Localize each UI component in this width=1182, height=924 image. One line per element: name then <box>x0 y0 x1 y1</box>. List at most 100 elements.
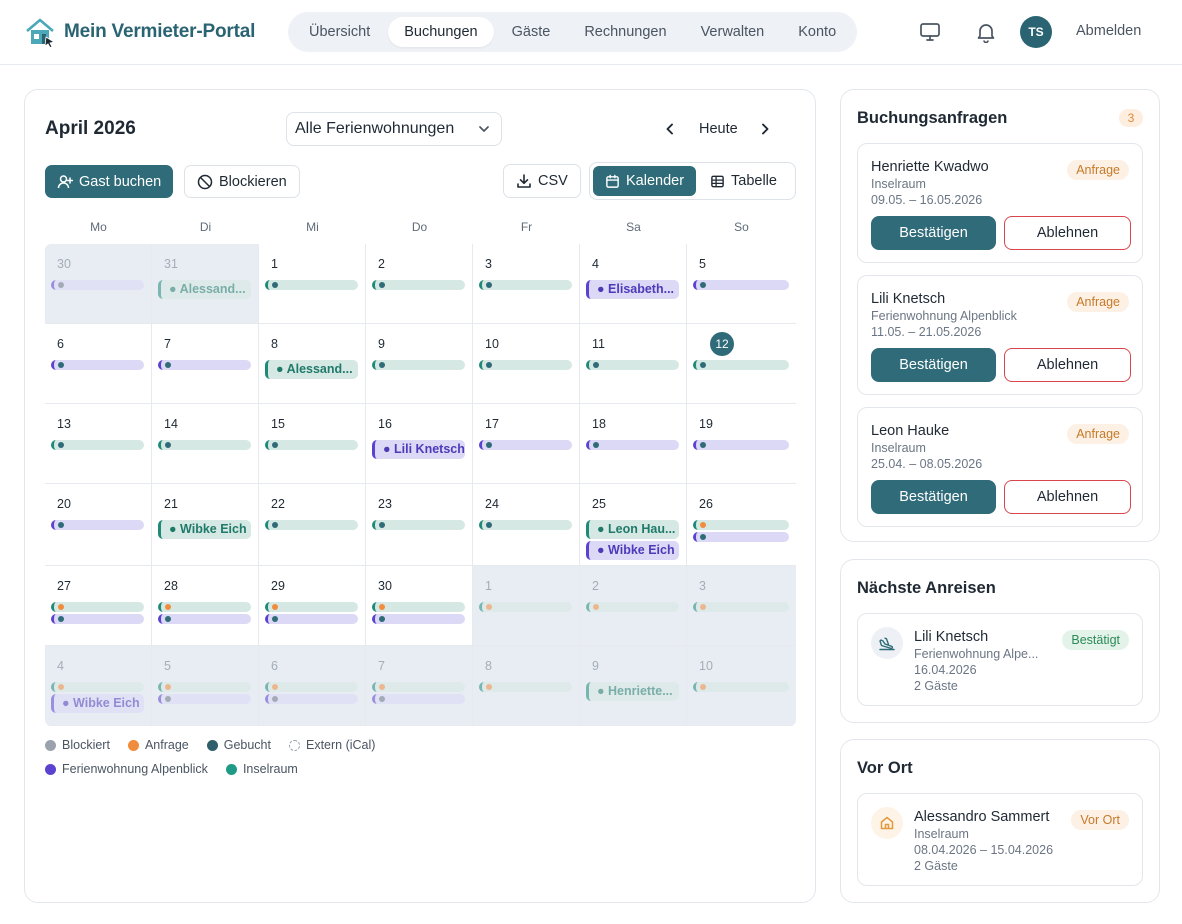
booking-bar[interactable] <box>51 280 144 290</box>
decline-request-button[interactable]: Ablehnen <box>1004 348 1131 382</box>
calendar-day-cell[interactable]: 31 ● Alessand... <box>152 244 259 324</box>
calendar-view-tab[interactable]: Kalender <box>593 166 697 196</box>
calendar-day-cell[interactable]: 6 <box>259 646 366 726</box>
calendar-day-cell[interactable]: 9 <box>366 324 473 404</box>
booking-bar[interactable] <box>479 280 572 290</box>
booking-label[interactable]: ● Alessand... <box>265 360 358 379</box>
booking-bar[interactable] <box>158 440 251 450</box>
property-filter-select[interactable]: Alle Ferienwohnungen <box>286 112 502 146</box>
calendar-day-cell[interactable]: 18 <box>580 404 687 484</box>
booking-bar[interactable] <box>479 520 572 530</box>
booking-bar[interactable] <box>372 694 465 704</box>
confirm-request-button[interactable]: Bestätigen <box>871 216 996 250</box>
booking-bar[interactable] <box>693 440 789 450</box>
calendar-day-cell[interactable]: 20 <box>45 484 152 566</box>
confirm-request-button[interactable]: Bestätigen <box>871 348 996 382</box>
logout-link[interactable]: Abmelden <box>1076 23 1142 39</box>
calendar-day-cell[interactable]: 2 <box>366 244 473 324</box>
booking-bar[interactable] <box>158 602 251 612</box>
bell-icon[interactable] <box>975 21 997 43</box>
booking-label[interactable]: ● Wibke Eich <box>51 694 144 713</box>
booking-label[interactable]: ● Alessand... <box>158 280 251 299</box>
calendar-day-cell[interactable]: 24 <box>473 484 580 566</box>
booking-bar[interactable] <box>265 440 358 450</box>
booking-bar[interactable] <box>693 520 789 530</box>
booking-bar[interactable] <box>372 520 465 530</box>
nav-gaeste[interactable]: Gäste <box>511 24 551 40</box>
booking-request-card[interactable]: Leon Hauke Anfrage Inselraum 25.04. – 08.05… <box>857 407 1143 527</box>
booking-bar[interactable] <box>265 614 358 624</box>
decline-request-button[interactable]: Ablehnen <box>1004 480 1131 514</box>
booking-bar[interactable] <box>158 682 251 692</box>
booking-bar[interactable] <box>372 360 465 370</box>
decline-request-button[interactable]: Ablehnen <box>1004 216 1131 250</box>
calendar-day-cell[interactable]: 10 <box>473 324 580 404</box>
booking-bar[interactable] <box>265 694 358 704</box>
on-site-card[interactable]: Alessandro Sammert Vor Ort Inselraum 08.… <box>857 793 1143 886</box>
nav-konto[interactable]: Konto <box>798 24 837 40</box>
booking-bar[interactable] <box>372 682 465 692</box>
calendar-day-cell[interactable]: 7 <box>152 324 259 404</box>
app-logo[interactable]: Mein Vermieter-Portal <box>24 16 255 48</box>
booking-bar[interactable] <box>265 520 358 530</box>
booking-label[interactable]: ● Leon Hau... <box>586 520 679 539</box>
booking-bar[interactable] <box>372 280 465 290</box>
booking-request-card[interactable]: Henriette Kwadwo Anfrage Inselraum 09.05. –… <box>857 143 1143 263</box>
booking-label[interactable]: ● Elisabeth... <box>586 280 679 299</box>
nav-rechnungen[interactable]: Rechnungen <box>584 24 667 40</box>
calendar-day-cell[interactable]: 11 <box>580 324 687 404</box>
monitor-icon[interactable] <box>919 21 941 43</box>
booking-bar[interactable] <box>158 360 251 370</box>
calendar-day-cell[interactable]: 21 ● Wibke Eich <box>152 484 259 566</box>
booking-bar[interactable] <box>693 360 789 370</box>
booking-bar[interactable] <box>265 602 358 612</box>
booking-label[interactable]: ● Lili Knetsch <box>372 440 465 459</box>
calendar-day-cell[interactable]: 1 <box>473 566 580 646</box>
booking-bar[interactable] <box>479 440 572 450</box>
booking-bar[interactable] <box>479 682 572 692</box>
nav-verwalten[interactable]: Verwalten <box>700 24 765 40</box>
booking-bar[interactable] <box>265 682 358 692</box>
calendar-day-cell[interactable]: 25 ● Leon Hau... ● Wibke Eich <box>580 484 687 566</box>
nav-buchungen[interactable]: Buchungen <box>388 17 494 47</box>
nav-uebersicht[interactable]: Übersicht <box>309 24 371 40</box>
calendar-day-cell[interactable]: 3 <box>473 244 580 324</box>
confirm-request-button[interactable]: Bestätigen <box>871 480 996 514</box>
booking-bar[interactable] <box>372 614 465 624</box>
today-button[interactable]: Heute <box>699 121 738 137</box>
calendar-day-cell[interactable]: 30 <box>366 566 473 646</box>
calendar-day-cell[interactable]: 19 <box>687 404 796 484</box>
calendar-day-cell[interactable]: 23 <box>366 484 473 566</box>
booking-label[interactable]: ● Wibke Eich <box>586 541 679 560</box>
calendar-day-cell[interactable]: 2 <box>580 566 687 646</box>
calendar-day-cell[interactable]: 28 <box>152 566 259 646</box>
booking-request-card[interactable]: Lili Knetsch Anfrage Ferienwohnung Alpenbl… <box>857 275 1143 395</box>
calendar-day-cell[interactable]: 7 <box>366 646 473 726</box>
booking-bar[interactable] <box>586 440 679 450</box>
booking-bar[interactable] <box>51 360 144 370</box>
booking-label[interactable]: ● Wibke Eich <box>158 520 251 539</box>
booking-bar[interactable] <box>372 602 465 612</box>
prev-month-button[interactable] <box>657 116 683 142</box>
calendar-day-cell[interactable]: 15 <box>259 404 366 484</box>
booking-bar[interactable] <box>693 602 789 612</box>
booking-bar[interactable] <box>693 280 789 290</box>
calendar-day-cell[interactable]: 26 <box>687 484 796 566</box>
book-guest-button[interactable]: Gast buchen <box>45 165 174 198</box>
booking-bar[interactable] <box>265 280 358 290</box>
next-month-button[interactable] <box>752 116 778 142</box>
user-avatar[interactable]: TS <box>1020 16 1052 48</box>
booking-bar[interactable] <box>693 682 789 692</box>
calendar-day-cell[interactable]: 4 ● Elisabeth... <box>580 244 687 324</box>
calendar-day-cell[interactable]: 5 <box>687 244 796 324</box>
calendar-day-cell[interactable]: 27 <box>45 566 152 646</box>
calendar-day-cell[interactable]: 14 <box>152 404 259 484</box>
calendar-day-cell[interactable]: 8 ● Alessand... <box>259 324 366 404</box>
booking-bar[interactable] <box>51 614 144 624</box>
booking-bar[interactable] <box>158 694 251 704</box>
booking-bar[interactable] <box>479 602 572 612</box>
csv-export-button[interactable]: CSV <box>503 164 581 198</box>
booking-bar[interactable] <box>51 440 144 450</box>
calendar-day-cell[interactable]: 13 <box>45 404 152 484</box>
calendar-day-cell[interactable]: 1 <box>259 244 366 324</box>
